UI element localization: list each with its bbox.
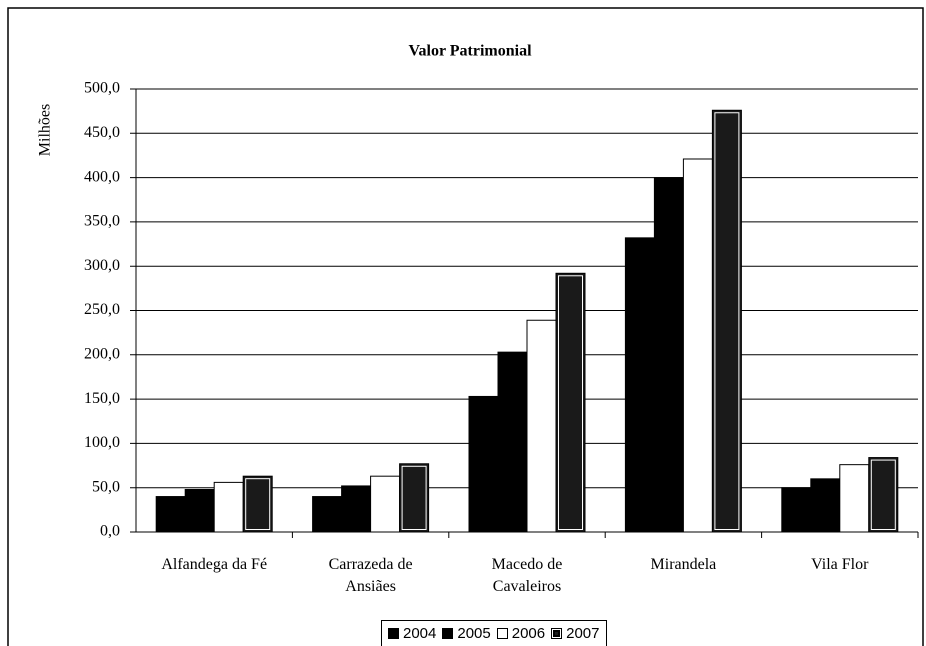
legend-item: 2005 xyxy=(442,625,491,642)
legend-label: 2005 xyxy=(457,625,491,642)
legend-item: 2006 xyxy=(496,625,546,642)
y-axis-label: Milhões xyxy=(37,104,54,156)
y-tick-label: 250,0 xyxy=(84,301,120,318)
legend-swatch xyxy=(551,628,563,639)
bar xyxy=(781,487,812,533)
y-tick-label: 150,0 xyxy=(84,390,120,407)
legend-label: 2007 xyxy=(566,625,600,642)
x-tick-label: Macedo de Cavaleiros xyxy=(491,556,563,595)
chart-border xyxy=(7,7,924,646)
legend-item: 2004 xyxy=(388,625,436,642)
x-tick-label: Vila Flor xyxy=(811,556,869,573)
bar xyxy=(468,395,499,533)
x-tick-label: Carrazeda de Ansiães xyxy=(328,556,413,595)
bar xyxy=(624,237,655,533)
bar xyxy=(868,457,899,533)
y-tick-label: 50,0 xyxy=(92,478,120,495)
bar-inner-border xyxy=(245,478,271,531)
chart-title: Valor Patrimonial xyxy=(408,43,532,60)
bar-inner-border xyxy=(558,275,583,530)
bar xyxy=(711,109,742,533)
bar xyxy=(555,272,586,533)
bar-inner-border xyxy=(870,459,896,530)
bar xyxy=(497,351,528,533)
bar xyxy=(682,158,713,533)
bar xyxy=(653,177,684,533)
bar xyxy=(839,464,870,533)
y-tick-label: 350,0 xyxy=(84,213,120,230)
bar xyxy=(242,475,273,533)
legend: 2004 2005 2006 2007 xyxy=(381,620,607,646)
bar xyxy=(155,496,186,533)
x-tick-label: Alfandega da Fé xyxy=(161,556,268,573)
legend-item: 2007 xyxy=(551,625,600,642)
y-tick-label: 300,0 xyxy=(84,257,120,274)
bar xyxy=(370,475,401,533)
y-tick-label: 200,0 xyxy=(84,345,120,362)
x-tick-label: Mirandela xyxy=(650,556,717,573)
bar xyxy=(312,496,343,533)
legend-swatch xyxy=(442,628,454,639)
bar xyxy=(184,488,215,533)
legend-label: 2006 xyxy=(511,625,546,642)
y-tick-label: 400,0 xyxy=(84,168,120,185)
y-tick-label: 450,0 xyxy=(84,124,120,141)
legend-label: 2004 xyxy=(403,625,437,642)
bar-inner-border xyxy=(714,112,740,530)
legend-swatch xyxy=(496,628,508,639)
bar xyxy=(213,481,244,533)
bar xyxy=(399,463,430,533)
y-tick-label: 100,0 xyxy=(84,434,120,451)
legend-swatch xyxy=(388,628,399,639)
bar xyxy=(341,485,372,533)
y-tick-label: 0,0 xyxy=(100,523,120,540)
y-tick-label: 500,0 xyxy=(84,80,120,97)
bar xyxy=(526,319,557,533)
bar xyxy=(810,478,841,533)
bar-inner-border xyxy=(401,465,427,531)
